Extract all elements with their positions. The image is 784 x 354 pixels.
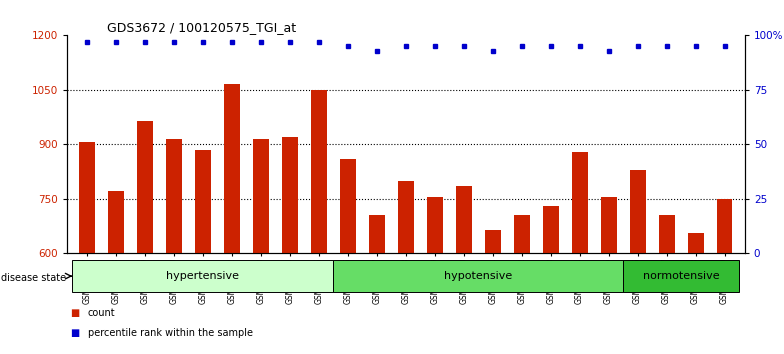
Text: hypotensive: hypotensive — [444, 271, 512, 281]
Bar — [166, 139, 182, 354]
Bar — [281, 137, 298, 354]
Bar — [72, 260, 333, 292]
Bar — [514, 215, 530, 354]
Bar — [333, 260, 623, 292]
Bar — [572, 152, 587, 354]
Bar — [456, 186, 472, 354]
Bar — [108, 192, 124, 354]
Bar — [717, 199, 732, 354]
Bar — [601, 197, 616, 354]
Text: GDS3672 / 100120575_TGI_at: GDS3672 / 100120575_TGI_at — [107, 21, 296, 34]
Bar — [630, 170, 645, 354]
Bar — [397, 181, 414, 354]
Bar — [368, 215, 385, 354]
Text: hypertensive: hypertensive — [166, 271, 239, 281]
Text: percentile rank within the sample: percentile rank within the sample — [88, 328, 252, 338]
Bar — [195, 150, 211, 354]
Bar — [339, 159, 356, 354]
Bar — [659, 215, 674, 354]
Bar — [688, 233, 703, 354]
Bar — [79, 142, 95, 354]
Text: ■: ■ — [71, 328, 80, 338]
Text: disease state: disease state — [1, 273, 66, 283]
Bar — [310, 90, 327, 354]
Bar — [224, 84, 240, 354]
Bar — [485, 229, 501, 354]
Text: count: count — [88, 308, 115, 318]
Bar — [543, 206, 558, 354]
Text: normotensive: normotensive — [643, 271, 720, 281]
Bar — [623, 260, 739, 292]
Text: ■: ■ — [71, 308, 80, 318]
Bar — [137, 121, 153, 354]
Bar — [426, 197, 443, 354]
Bar — [253, 139, 269, 354]
